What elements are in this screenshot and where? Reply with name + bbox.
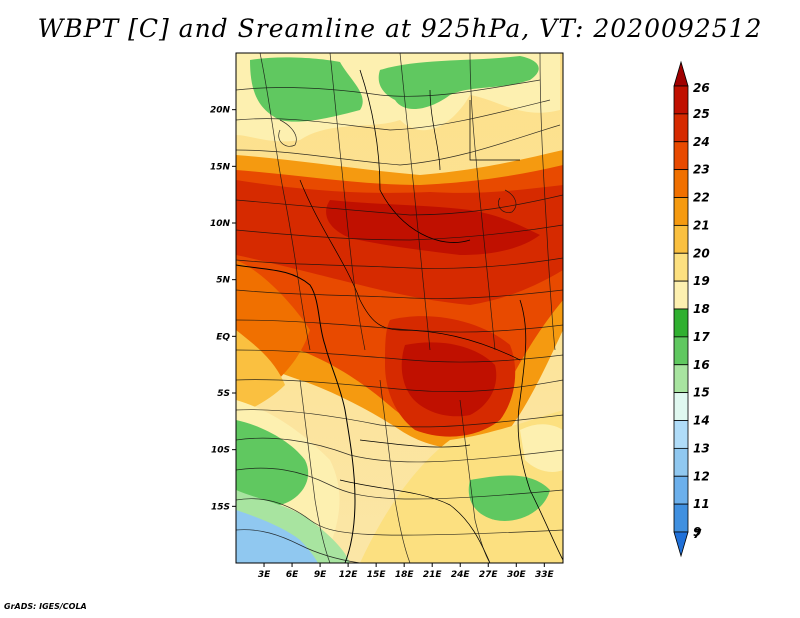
lat-tick-label: 10N [210, 219, 231, 229]
colorbar-label: 9 [693, 525, 701, 539]
lat-tick-label: 15N [210, 162, 231, 172]
lon-tick-label: 9E [314, 570, 327, 580]
colorbar-label: 16 [693, 358, 710, 372]
colorbar-segment [673, 475, 689, 505]
colorbar-segment [673, 224, 689, 254]
colorbar-label: 7 [693, 527, 702, 541]
colorbar-bottom-arrow [673, 531, 689, 558]
colorbar-segment [673, 169, 689, 198]
lat-tick-label: 20N [210, 106, 231, 116]
lat-tick-label: 10S [211, 446, 230, 456]
lat-tick-label: 5N [216, 276, 230, 286]
colorbar-label: 14 [693, 414, 710, 428]
colorbar-top-arrow [673, 60, 689, 87]
colorbar-label: 17 [693, 330, 710, 344]
colorbar-label: 23 [693, 163, 710, 177]
lon-tick-label: 30E [507, 570, 527, 580]
colorbar-segment [673, 252, 689, 282]
colorbar-label: 22 [693, 191, 710, 205]
colorbar-label: 24 [693, 135, 710, 149]
colorbar-segment [673, 392, 689, 421]
grads-credit: GrADS: IGES/COLA [4, 602, 87, 611]
colorbar-segment [673, 336, 689, 366]
colorbar-label: 20 [693, 246, 710, 260]
colorbar-label: 21 [693, 218, 710, 232]
lon-tick-label: 33E [535, 570, 555, 580]
colorbar-label: 12 [693, 469, 710, 483]
lon-tick-label: 21E [423, 570, 443, 580]
lon-tick-label: 6E [286, 570, 299, 580]
colorbar-segment [673, 141, 689, 171]
lon-tick-label: 12E [339, 570, 359, 580]
colorbar-segment [673, 197, 689, 226]
lon-tick-label: 27E [479, 570, 499, 580]
latitude-axis: 20N 15N 10N 5N EQ 5S 10S 15S [210, 106, 236, 512]
colorbar-segment [673, 85, 689, 115]
colorbar-segment [673, 420, 689, 449]
colorbar-segment [673, 308, 689, 338]
lat-tick-label: 15S [211, 502, 230, 512]
colorbar-label: 18 [693, 302, 710, 316]
lat-tick-label: EQ [216, 332, 230, 342]
colorbar-segment [673, 280, 689, 310]
map-frame [235, 52, 564, 564]
wbpt-field [236, 53, 563, 563]
colorbar-segment [673, 364, 689, 394]
colorbar: 26 25 24 23 22 21 20 19 18 17 16 15 14 13 12 11 97 [673, 60, 710, 558]
lon-tick-label: 24E [451, 570, 471, 580]
colorbar-label: 26 [693, 81, 710, 95]
lat-tick-label: 5S [217, 389, 230, 399]
colorbar-label: 15 [693, 386, 710, 400]
lon-tick-label: 15E [367, 570, 387, 580]
colorbar-label: 19 [693, 274, 710, 288]
colorbar-label: 25 [693, 107, 710, 121]
colorbar-segment [673, 503, 689, 533]
longitude-axis: 3E 6E 9E 12E 15E 18E 21E 24E 27E 30E 33E [258, 563, 555, 580]
map-title: WBPT [C] and Sreamline at 925hPa, VT: 20… [37, 14, 763, 43]
lon-tick-label: 18E [395, 570, 415, 580]
lon-tick-label: 3E [258, 570, 271, 580]
colorbar-label: 11 [693, 497, 710, 511]
colorbar-label: 13 [693, 441, 710, 455]
colorbar-segment [673, 447, 689, 477]
colorbar-segment [673, 113, 689, 143]
